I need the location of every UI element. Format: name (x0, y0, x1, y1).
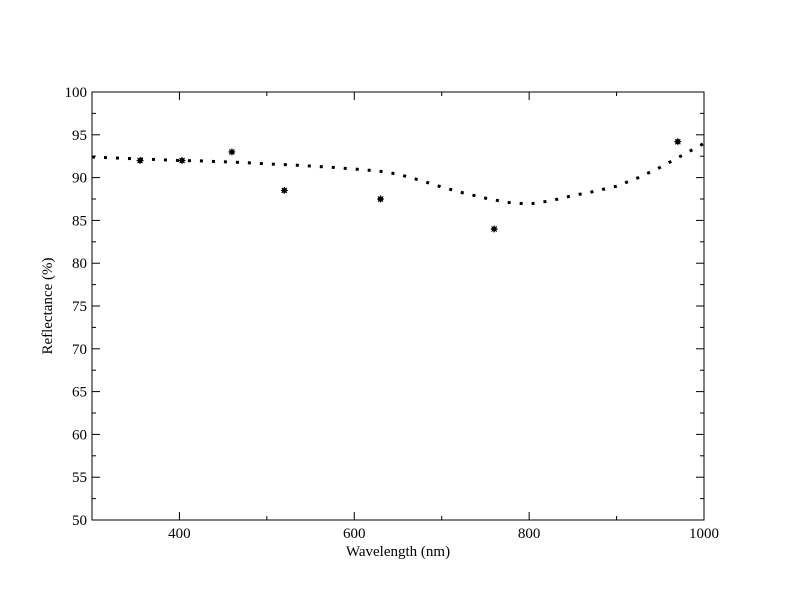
data-point-star-stroke (674, 138, 681, 145)
data-point-star-stroke (228, 148, 235, 155)
data-point (490, 225, 498, 233)
y-tick-label: 60 (72, 427, 87, 443)
dotted-series-line (91, 142, 705, 206)
x-tick-label: 400 (168, 526, 191, 542)
model-dotted-line (91, 142, 705, 206)
y-tick-label: 65 (72, 385, 87, 401)
y-tick-label: 55 (72, 470, 87, 486)
data-point-star-stroke (179, 157, 186, 164)
x-axis-label: Wavelength (nm) (346, 544, 450, 560)
x-tick-label: 600 (343, 526, 366, 542)
axis-tick-labels: 400 600 800 1000 50 55 60 65 70 75 80 85 90 95 100 (65, 85, 720, 542)
y-tick-label: 90 (72, 171, 87, 187)
data-point (136, 156, 144, 164)
y-tick-label: 75 (72, 299, 87, 315)
data-point (228, 148, 236, 156)
x-tick-label: 800 (518, 526, 541, 542)
data-point-star-stroke (137, 157, 144, 164)
data-point (377, 195, 385, 203)
data-point (674, 138, 682, 146)
data-point (280, 186, 288, 194)
axis-ticks (91, 91, 705, 521)
data-point (178, 156, 186, 164)
data-point-star-stroke (377, 196, 384, 202)
data-point-star-stroke (281, 187, 288, 194)
measured-markers (136, 138, 682, 233)
y-tick-label: 80 (72, 256, 87, 272)
y-tick-label: 95 (72, 128, 87, 144)
y-tick-label: 70 (72, 342, 87, 358)
y-tick-label: 50 (72, 513, 87, 529)
data-point-star-stroke (491, 226, 498, 232)
y-axis-label: Reflectance (%) (40, 257, 56, 354)
y-tick-label: 85 (72, 213, 87, 229)
x-tick-label: 1000 (689, 526, 719, 542)
plot-frame (91, 91, 705, 521)
y-tick-label: 100 (65, 85, 88, 101)
